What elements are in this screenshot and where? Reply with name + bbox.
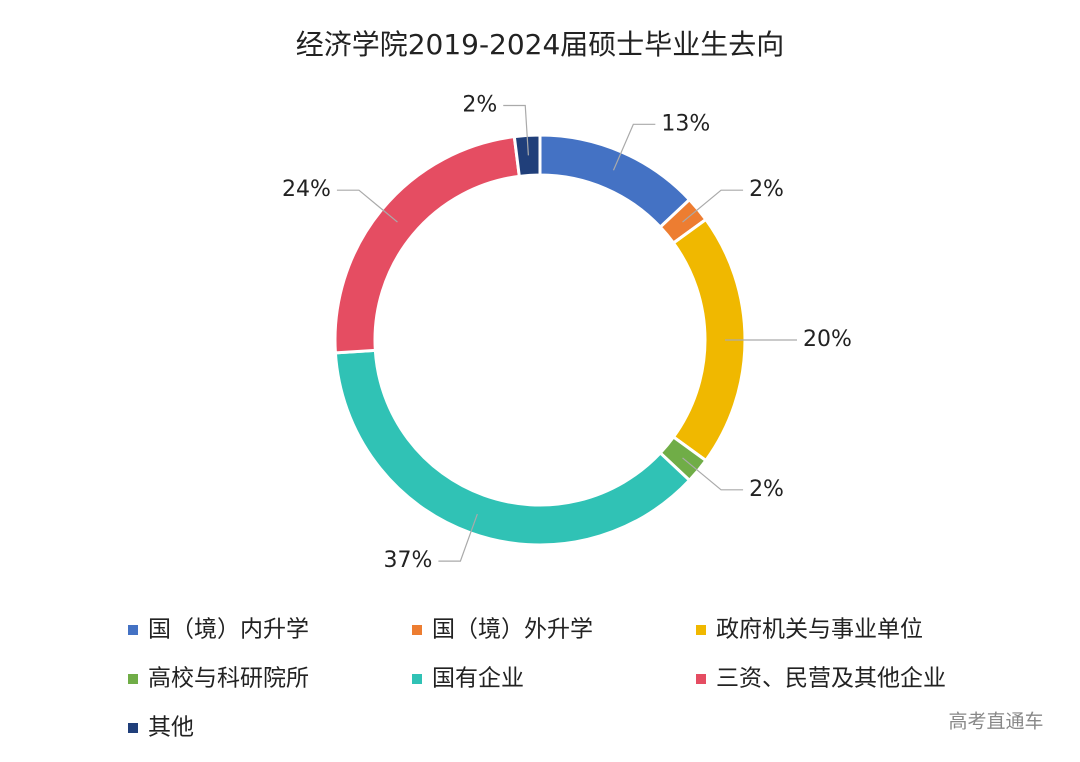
legend-label: 政府机关与事业单位	[716, 617, 923, 643]
data-label: 13%	[661, 111, 710, 136]
leader-line	[612, 123, 656, 171]
data-label: 2%	[749, 477, 784, 502]
leader-line	[682, 457, 744, 491]
legend-marker	[128, 723, 138, 733]
chart-title: 经济学院2019-2024届硕士毕业生去向	[296, 28, 785, 61]
data-label: 2%	[462, 92, 497, 117]
legend-label: 其他	[148, 715, 194, 741]
leader-line	[682, 189, 744, 223]
data-label: 24%	[282, 177, 331, 202]
legend-marker	[128, 674, 138, 684]
legend-marker	[412, 674, 422, 684]
donut-segment	[512, 133, 542, 178]
watermark: 高考直通车	[948, 711, 1043, 733]
legend-marker	[696, 674, 706, 684]
legend-label: 国（境）内升学	[148, 617, 309, 643]
legend-marker	[128, 625, 138, 635]
legend-marker	[412, 625, 422, 635]
data-label: 2%	[749, 177, 784, 202]
leader-line	[438, 513, 478, 562]
leader-line	[336, 189, 398, 223]
data-label: 37%	[383, 548, 432, 573]
legend-label: 三资、民营及其他企业	[716, 666, 946, 692]
legend-label: 高校与科研院所	[148, 666, 309, 692]
legend-label: 国有企业	[432, 666, 524, 692]
legend-label: 国（境）外升学	[432, 617, 593, 643]
leader-line	[503, 104, 529, 156]
data-label: 20%	[803, 327, 852, 352]
legend-marker	[696, 625, 706, 635]
